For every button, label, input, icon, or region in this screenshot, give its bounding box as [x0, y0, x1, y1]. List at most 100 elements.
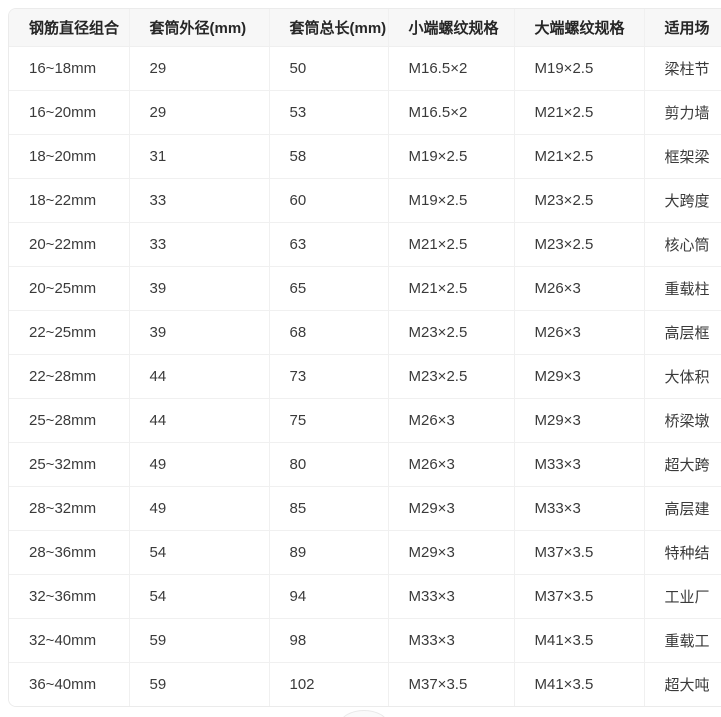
- table-row: 16~20mm 29 53 M16.5×2 M21×2.5 剪力墙: [9, 90, 721, 135]
- table-cell: M29×3: [513, 398, 644, 443]
- table-cell: M33×3: [513, 442, 644, 487]
- table-cell: 39: [128, 310, 269, 355]
- table-row: 16~18mm 29 50 M16.5×2 M19×2.5 梁柱节: [9, 46, 721, 91]
- column-header: 适用场: [643, 9, 721, 47]
- table-cell: 75: [268, 398, 388, 443]
- table-body: 16~18mm 29 50 M16.5×2 M19×2.5 梁柱节 16~20mm 29 53 M…: [9, 46, 721, 706]
- table-cell: M16.5×2: [387, 90, 514, 135]
- table-cell: M19×2.5: [513, 46, 644, 91]
- table-header-row: 钢筋直径组合 套筒外径(mm) 套筒总长(mm) 小端螺纹规格 大端螺纹规格 适用场: [9, 9, 721, 47]
- table-cell: 44: [128, 354, 269, 399]
- table-cell: M26×3: [387, 398, 514, 443]
- table-cell: 33: [128, 222, 269, 267]
- table-cell: 20~22mm: [9, 222, 129, 267]
- table-cell: M29×3: [387, 486, 514, 531]
- table-cell: 重载柱: [643, 266, 721, 311]
- table-cell: 53: [268, 90, 388, 135]
- table-cell: 22~25mm: [9, 310, 129, 355]
- table-cell: 65: [268, 266, 388, 311]
- table-cell: 68: [268, 310, 388, 355]
- table-cell: M23×2.5: [513, 222, 644, 267]
- table-cell: M21×2.5: [513, 134, 644, 179]
- table-cell: M23×2.5: [387, 310, 514, 355]
- table-cell: 梁柱节: [643, 46, 721, 91]
- table-cell: 25~28mm: [9, 398, 129, 443]
- table-cell: 29: [128, 46, 269, 91]
- table-cell: 58: [268, 134, 388, 179]
- table-cell: 剪力墙: [643, 90, 721, 135]
- table-cell: 工业厂: [643, 574, 721, 619]
- column-header: 大端螺纹规格: [513, 9, 644, 47]
- table-cell: 50: [268, 46, 388, 91]
- table-cell: 特种结: [643, 530, 721, 575]
- table-cell: 超大跨: [643, 442, 721, 487]
- table-cell: 大跨度: [643, 178, 721, 223]
- bottom-peek-button[interactable]: [340, 710, 388, 717]
- table-cell: M37×3.5: [387, 662, 514, 706]
- table-cell: 102: [268, 662, 388, 706]
- table-cell: M33×3: [387, 618, 514, 663]
- table-cell: 39: [128, 266, 269, 311]
- table-cell: 16~20mm: [9, 90, 129, 135]
- table-cell: 28~32mm: [9, 486, 129, 531]
- table-cell: 33: [128, 178, 269, 223]
- table-cell: M23×2.5: [513, 178, 644, 223]
- table-cell: 超大吨: [643, 662, 721, 706]
- table-cell: M23×2.5: [387, 354, 514, 399]
- table-cell: M19×2.5: [387, 134, 514, 179]
- table-row: 32~40mm 59 98 M33×3 M41×3.5 重载工: [9, 618, 721, 663]
- table-cell: 85: [268, 486, 388, 531]
- table-cell: 54: [128, 574, 269, 619]
- table-cell: M21×2.5: [387, 266, 514, 311]
- table-cell: 重载工: [643, 618, 721, 663]
- table-row: 36~40mm 59 102 M37×3.5 M41×3.5 超大吨: [9, 662, 721, 706]
- table-cell: M21×2.5: [387, 222, 514, 267]
- table-cell: M33×3: [513, 486, 644, 531]
- table-row: 22~28mm 44 73 M23×2.5 M29×3 大体积: [9, 354, 721, 399]
- table-cell: 44: [128, 398, 269, 443]
- table-cell: 49: [128, 442, 269, 487]
- table-cell: 25~32mm: [9, 442, 129, 487]
- table-cell: M29×3: [513, 354, 644, 399]
- table-cell: 98: [268, 618, 388, 663]
- table-row: 20~25mm 39 65 M21×2.5 M26×3 重载柱: [9, 266, 721, 311]
- table-cell: 高层建: [643, 486, 721, 531]
- table-row: 28~32mm 49 85 M29×3 M33×3 高层建: [9, 486, 721, 531]
- table-row: 18~20mm 31 58 M19×2.5 M21×2.5 框架梁: [9, 134, 721, 179]
- table-cell: 31: [128, 134, 269, 179]
- table-cell: 60: [268, 178, 388, 223]
- table-cell: 80: [268, 442, 388, 487]
- column-header: 套筒外径(mm): [128, 9, 269, 47]
- table-cell: 20~25mm: [9, 266, 129, 311]
- table-cell: 32~36mm: [9, 574, 129, 619]
- table-cell: M26×3: [387, 442, 514, 487]
- table-cell: 框架梁: [643, 134, 721, 179]
- table-cell: 28~36mm: [9, 530, 129, 575]
- table-cell: 桥梁墩: [643, 398, 721, 443]
- table-cell: M37×3.5: [513, 530, 644, 575]
- table-cell: M19×2.5: [387, 178, 514, 223]
- table-cell: 大体积: [643, 354, 721, 399]
- table-cell: M37×3.5: [513, 574, 644, 619]
- table-cell: M21×2.5: [513, 90, 644, 135]
- table-cell: 63: [268, 222, 388, 267]
- table-cell: 18~22mm: [9, 178, 129, 223]
- table-cell: M29×3: [387, 530, 514, 575]
- table-cell: 高层框: [643, 310, 721, 355]
- table-cell: 59: [128, 662, 269, 706]
- rebar-coupler-spec-table: 钢筋直径组合 套筒外径(mm) 套筒总长(mm) 小端螺纹规格 大端螺纹规格 适用场 16…: [9, 9, 721, 706]
- table-cell: 59: [128, 618, 269, 663]
- table-row: 32~36mm 54 94 M33×3 M37×3.5 工业厂: [9, 574, 721, 619]
- column-header: 套筒总长(mm): [268, 9, 388, 47]
- table-cell: 49: [128, 486, 269, 531]
- table-cell: 18~20mm: [9, 134, 129, 179]
- table-cell: 36~40mm: [9, 662, 129, 706]
- table-row: 18~22mm 33 60 M19×2.5 M23×2.5 大跨度: [9, 178, 721, 223]
- table-row: 20~22mm 33 63 M21×2.5 M23×2.5 核心筒: [9, 222, 721, 267]
- table-cell: 32~40mm: [9, 618, 129, 663]
- table-row: 28~36mm 54 89 M29×3 M37×3.5 特种结: [9, 530, 721, 575]
- table-row: 22~25mm 39 68 M23×2.5 M26×3 高层框: [9, 310, 721, 355]
- table-cell: 22~28mm: [9, 354, 129, 399]
- table-cell: M26×3: [513, 266, 644, 311]
- table-cell: 核心筒: [643, 222, 721, 267]
